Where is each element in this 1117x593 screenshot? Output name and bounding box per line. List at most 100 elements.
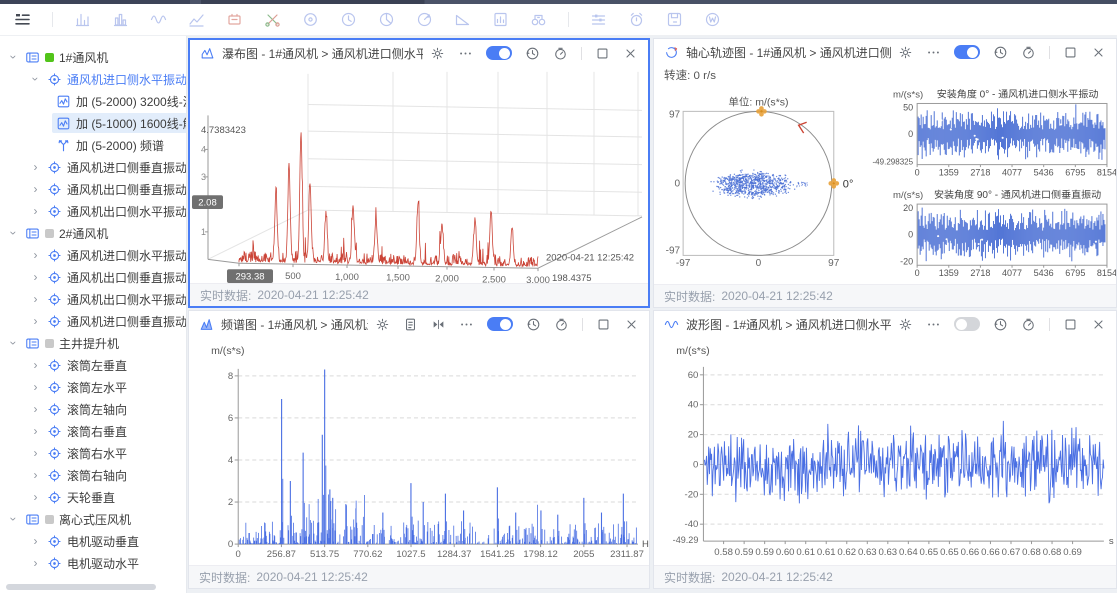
maximize-icon[interactable] [595, 46, 610, 61]
w-circle-icon[interactable] [704, 11, 721, 28]
close-icon[interactable] [623, 46, 638, 61]
tree-point-row[interactable]: › 通风机出口侧垂直振动 [0, 178, 187, 200]
pie-icon[interactable] [378, 11, 395, 28]
caret-icon[interactable]: › [6, 517, 21, 521]
tree-point-row[interactable]: › 通风机进口侧水平振动 [0, 244, 187, 266]
realtime-toggle[interactable] [486, 46, 512, 60]
tree-leaf-row[interactable]: 加 (5-1000) 1600线-解调波 [0, 112, 186, 134]
stopwatch-icon[interactable] [1021, 45, 1036, 60]
tree-point-row[interactable]: › 通风机出口侧垂直振动 [0, 266, 187, 288]
polar-icon[interactable] [416, 11, 433, 28]
settings-icon[interactable] [898, 317, 913, 332]
machine-red-icon[interactable] [226, 11, 243, 28]
caret-icon[interactable]: › [33, 534, 38, 548]
history-icon[interactable] [993, 45, 1008, 60]
orbit-icon[interactable] [302, 11, 319, 28]
stopwatch-icon[interactable] [554, 317, 569, 332]
settings-icon[interactable] [375, 317, 390, 332]
close-icon[interactable] [624, 317, 639, 332]
more-icon[interactable] [926, 317, 941, 332]
caret-icon[interactable]: › [33, 490, 38, 504]
outline-tree-icon[interactable] [14, 11, 31, 28]
spectrum-chart[interactable]: m/(s*s) 0 2 4 6 8 0 256.87 513.75 770.62 1027.5 128… [189, 337, 649, 565]
waterfall-icon[interactable] [74, 11, 91, 28]
waterfall-chart[interactable]: 05001,0001,5002,0002,5003,00012344.73834… [190, 66, 648, 283]
stopwatch-icon[interactable] [553, 46, 568, 61]
tree-group-row[interactable]: › 1#通风机 [0, 46, 186, 68]
tree-point-row[interactable]: › 通风机出口侧水平振动 [0, 288, 187, 310]
caret-icon[interactable]: › [33, 424, 38, 438]
tree-leaf-row[interactable]: 加 (5-2000) 3200线-波形. [0, 90, 186, 112]
caret-icon[interactable]: › [33, 270, 38, 284]
histogram-icon[interactable] [112, 11, 129, 28]
more-icon[interactable] [926, 45, 941, 60]
settings-icon[interactable] [898, 45, 913, 60]
maximize-icon[interactable] [596, 317, 611, 332]
trend-icon[interactable] [188, 11, 205, 28]
tree-point-row[interactable]: › 电机驱动水平 [0, 552, 186, 574]
tree-point-row[interactable]: › 滚筒右水平 [0, 442, 186, 464]
caret-icon[interactable]: › [33, 248, 38, 262]
more-icon[interactable] [458, 46, 473, 61]
tree-point-row[interactable]: › 电机驱动垂直 [0, 530, 186, 552]
realtime-toggle[interactable] [954, 45, 980, 59]
tree-point-row[interactable]: › 通风机进口侧水平振动 [0, 68, 187, 90]
scissors-icon[interactable] [264, 11, 281, 28]
history-icon[interactable] [525, 46, 540, 61]
caret-icon[interactable]: › [6, 55, 21, 59]
flag-chart-icon[interactable] [492, 11, 509, 28]
stopwatch-icon[interactable] [1021, 317, 1036, 332]
svg-text:1541.25: 1541.25 [480, 549, 514, 560]
caret-icon[interactable]: › [33, 556, 38, 570]
alarm-icon[interactable] [628, 11, 645, 28]
tree-point-row[interactable]: › 滚筒右轴向 [0, 464, 186, 486]
close-icon[interactable] [1091, 317, 1106, 332]
caret-icon[interactable]: › [33, 358, 38, 372]
maximize-icon[interactable] [1063, 317, 1078, 332]
slope-icon[interactable] [454, 11, 471, 28]
caret-icon[interactable]: › [33, 204, 38, 218]
orbit-chart[interactable]: 转速: 0 r/s 单位: m/(s*s) 97 0 -97 -97 0 97 0° m/(s*s… [654, 65, 1116, 284]
cursor-marker-icon[interactable] [431, 317, 446, 332]
tree-point-row[interactable]: › 滚筒左轴向 [0, 398, 186, 420]
caret-icon[interactable]: › [28, 77, 43, 81]
history-icon[interactable] [993, 317, 1008, 332]
caret-icon[interactable]: › [6, 341, 21, 345]
caret-icon[interactable]: › [6, 231, 21, 235]
settings-icon[interactable] [430, 46, 445, 61]
waveform-icon[interactable] [150, 11, 167, 28]
clock-icon[interactable] [340, 11, 357, 28]
caret-icon[interactable]: › [33, 314, 38, 328]
tree-point-row[interactable]: › 滚筒左垂直 [0, 354, 186, 376]
close-icon[interactable] [1091, 45, 1106, 60]
caret-icon[interactable]: › [33, 446, 38, 460]
sidebar-horizontal-scrollbar[interactable] [6, 584, 156, 590]
caret-icon[interactable]: › [33, 182, 38, 196]
tree-point-row[interactable]: › 天轮垂直 [0, 486, 186, 508]
tree-group-row[interactable]: › 主井提升机 [0, 332, 186, 354]
tree-point-row[interactable]: › 滚筒右垂直 [0, 420, 186, 442]
caret-icon[interactable]: › [33, 402, 38, 416]
caret-icon[interactable]: › [33, 160, 38, 174]
tree-group-row[interactable]: › 离心式压风机 [0, 508, 186, 530]
save-panel-icon[interactable] [666, 11, 683, 28]
tree-point-row[interactable]: › 通风机进口侧垂直振动 [0, 156, 187, 178]
list-settings-icon[interactable] [590, 11, 607, 28]
history-icon[interactable] [526, 317, 541, 332]
caret-icon[interactable]: › [33, 380, 38, 394]
more-icon[interactable] [459, 317, 474, 332]
svg-text:m/(s*s): m/(s*s) [893, 190, 923, 201]
caret-icon[interactable]: › [33, 468, 38, 482]
tree-leaf-row[interactable]: 加 (5-2000) 频谱 [0, 134, 186, 156]
waveform-chart[interactable]: m/(s*s) 60 40 20 0 -20 -40 -49.29 0.58 0.59 0.59 0.… [654, 337, 1116, 565]
caret-icon[interactable]: › [33, 292, 38, 306]
realtime-toggle[interactable] [487, 317, 513, 331]
tree-point-row[interactable]: › 滚筒左水平 [0, 376, 186, 398]
binocular-icon[interactable] [530, 11, 547, 28]
maximize-icon[interactable] [1063, 45, 1078, 60]
tree-point-row[interactable]: › 通风机出口侧水平振动 [0, 200, 187, 222]
tree-point-row[interactable]: › 通风机进口侧垂直振动 [0, 310, 187, 332]
realtime-toggle[interactable] [954, 317, 980, 331]
tree-group-row[interactable]: › 2#通风机 [0, 222, 186, 244]
report-icon[interactable] [403, 317, 418, 332]
